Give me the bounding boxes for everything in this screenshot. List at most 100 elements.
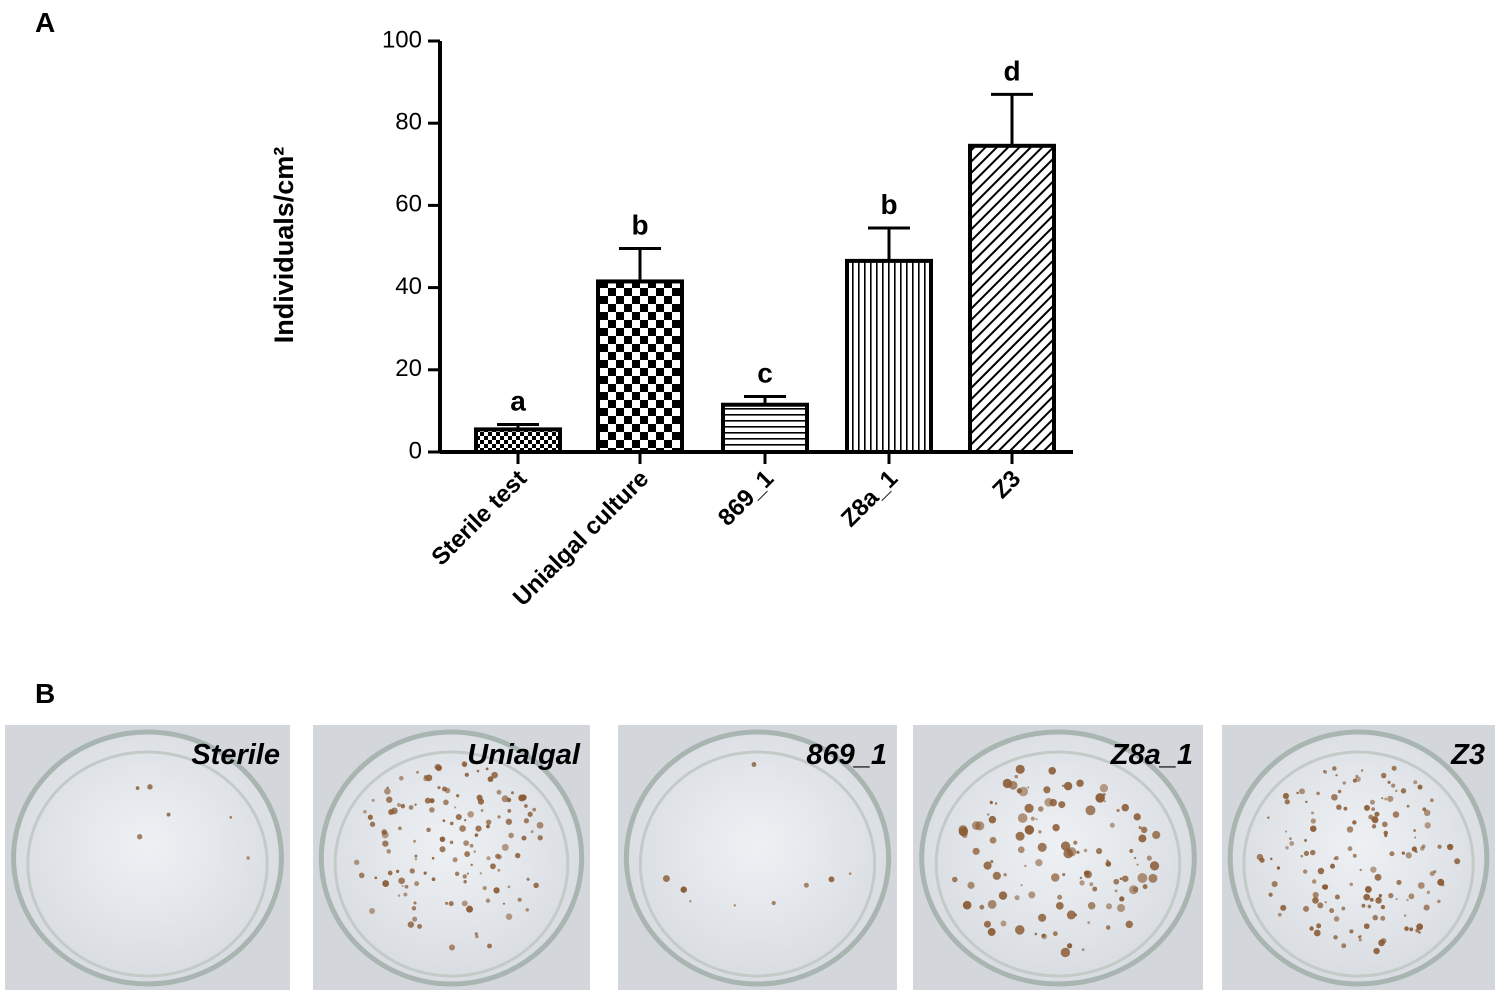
colony [1437, 899, 1441, 904]
colony [962, 900, 972, 910]
colony [1087, 921, 1091, 924]
x-tick-label: 869_1 [713, 465, 779, 531]
colony [1296, 791, 1299, 795]
colony [1085, 805, 1096, 816]
colony [1369, 799, 1375, 805]
colony [1395, 789, 1398, 793]
colony [1310, 818, 1316, 824]
colony [1136, 863, 1139, 866]
x-tick-label: Sterile test [426, 465, 532, 571]
colony [1347, 846, 1353, 852]
colony [958, 826, 969, 837]
colony [1349, 882, 1353, 887]
colony [1380, 915, 1386, 921]
colony [1027, 786, 1030, 789]
colony [496, 789, 502, 795]
dish-inner [26, 750, 269, 978]
colony [493, 887, 500, 894]
colony [1404, 926, 1409, 931]
colony [400, 803, 406, 809]
colony [1349, 929, 1354, 934]
colony [426, 827, 431, 833]
colony [1361, 903, 1366, 908]
colony [1121, 875, 1129, 883]
colony [1089, 882, 1094, 887]
colony [1309, 825, 1317, 832]
colony [1360, 769, 1364, 772]
colony [454, 871, 460, 876]
colony [413, 839, 417, 843]
colony [1346, 826, 1354, 833]
colony [1411, 846, 1417, 852]
colony [1049, 798, 1058, 807]
colony [987, 813, 990, 816]
colony [1034, 932, 1038, 936]
colony [1017, 813, 1028, 823]
colony [505, 818, 513, 825]
colony [1335, 774, 1338, 777]
colony [1371, 807, 1376, 811]
colony [384, 788, 391, 795]
colony [486, 856, 491, 861]
colony [1310, 849, 1316, 856]
colony [1060, 947, 1071, 958]
colony [1423, 904, 1430, 911]
colony [988, 815, 997, 824]
colony [1371, 815, 1379, 823]
colony [1352, 853, 1357, 858]
colony [353, 859, 360, 866]
colony [1066, 943, 1073, 949]
colony [1305, 800, 1308, 804]
colony [1316, 923, 1322, 929]
colony [1311, 879, 1317, 884]
colony [456, 794, 460, 798]
colony [1416, 923, 1424, 931]
colony [1363, 923, 1370, 930]
colony [1137, 873, 1148, 883]
colony [1371, 824, 1377, 829]
colony [533, 882, 539, 889]
colony [515, 852, 521, 859]
colony [431, 877, 436, 882]
colony [382, 840, 389, 847]
colony [1105, 903, 1113, 910]
colony [459, 825, 466, 832]
dish-inner [333, 750, 570, 978]
colony [518, 794, 526, 802]
colony [1448, 844, 1452, 848]
colony [1038, 830, 1042, 834]
colony [1083, 870, 1090, 876]
colony [1406, 898, 1409, 902]
photo-label: Unialgal [467, 739, 581, 771]
colony [1016, 788, 1023, 794]
colony [395, 869, 400, 874]
colony [449, 840, 454, 845]
colony [501, 795, 509, 803]
colony [1060, 841, 1071, 851]
colony [1003, 873, 1007, 877]
colony [1312, 897, 1319, 904]
colony [1355, 774, 1359, 778]
colony [408, 805, 414, 810]
colony [381, 831, 389, 839]
colony [1057, 894, 1063, 900]
colony [1437, 844, 1442, 849]
colony [1133, 856, 1137, 860]
colony [536, 821, 544, 829]
colony [452, 857, 458, 863]
colony [1087, 901, 1096, 910]
colony [1430, 798, 1434, 803]
colony [1373, 947, 1380, 955]
colony [507, 809, 512, 813]
colony [771, 900, 776, 906]
colony [1422, 807, 1427, 812]
colony [358, 872, 365, 879]
colony [414, 858, 418, 861]
colony [1014, 895, 1020, 901]
colony [1138, 834, 1147, 843]
colony [1114, 889, 1118, 893]
colony [1333, 935, 1338, 940]
panel-label: B [35, 678, 55, 709]
colony [1391, 783, 1396, 788]
colony [1146, 855, 1152, 861]
